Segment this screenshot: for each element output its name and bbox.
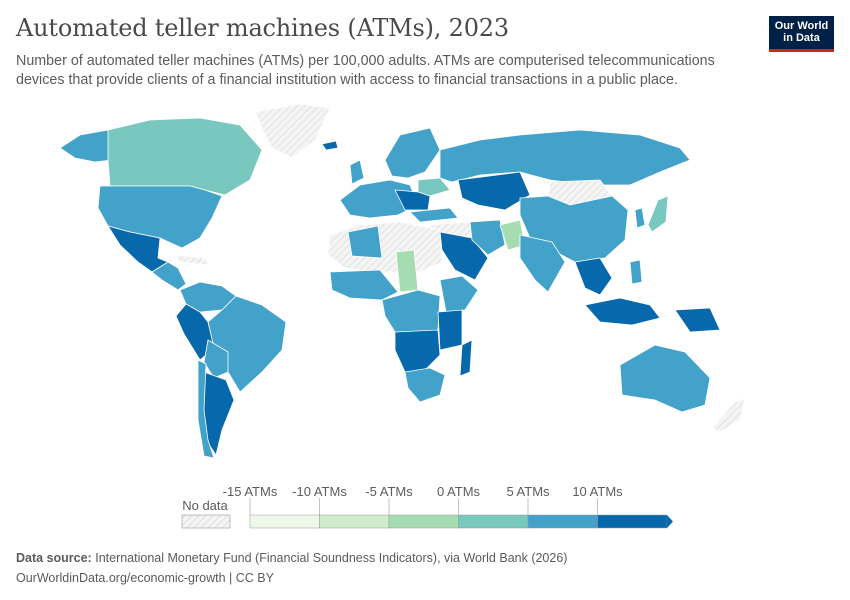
legend-tick-label: 10 ATMs [572, 484, 623, 499]
legend-tick-label: -10 ATMs [292, 484, 347, 499]
region-chile[interactable] [197, 359, 215, 459]
legend-no-data-label: No data [182, 498, 228, 513]
region-korea[interactable] [634, 207, 646, 229]
data-source-text: International Monetary Fund (Financial S… [95, 551, 568, 565]
region-central-america[interactable] [151, 261, 187, 291]
region-madagascar[interactable] [459, 339, 473, 377]
logo-line-2: in Data [783, 32, 820, 44]
region-southern-africa[interactable] [404, 367, 446, 403]
chart-subtitle: Number of automated teller machines (ATM… [16, 53, 715, 88]
region-caribbean [174, 254, 211, 266]
region-usa[interactable] [97, 185, 223, 249]
legend-bin[interactable] [458, 514, 529, 529]
region-iceland [321, 140, 339, 151]
chart-title: Automated teller machines (ATMs), 2023 [16, 14, 509, 42]
region-east-africa[interactable] [439, 275, 479, 313]
region-ukraine[interactable] [417, 177, 451, 197]
region-turkey[interactable] [409, 207, 459, 223]
region-alaska[interactable] [59, 129, 113, 163]
region-kazakhstan[interactable] [457, 171, 531, 211]
region-southeast-asia[interactable] [574, 257, 613, 296]
region-uk[interactable] [349, 159, 365, 185]
legend-bin[interactable] [319, 514, 390, 529]
region-russia[interactable] [439, 129, 691, 186]
region-north-africa [327, 221, 443, 273]
legend: No data -15 ATMs -10 ATMs -5 ATMs 0 ATMs 5 A… [181, 484, 673, 529]
region-india[interactable] [519, 234, 566, 293]
legend-tick-label: 5 ATMs [506, 484, 550, 499]
footer: Data source: International Monetary Fund… [16, 548, 567, 588]
region-bolivia-paraguay[interactable] [203, 339, 229, 379]
region-algeria[interactable] [347, 225, 383, 259]
region-philippines[interactable] [629, 259, 643, 285]
region-eastern-europe[interactable] [394, 189, 431, 211]
region-scandinavia[interactable] [384, 127, 441, 179]
legend-tick-label: -5 ATMs [365, 484, 413, 499]
region-canada[interactable] [107, 117, 263, 196]
region-west-africa[interactable] [329, 269, 399, 301]
region-papua[interactable] [674, 307, 721, 333]
footer-url[interactable]: OurWorldinData.org/economic-growth | CC … [16, 571, 274, 585]
logo-line-1: Our World [774, 20, 829, 32]
legend-tick-label: 0 ATMs [437, 484, 481, 499]
region-iran[interactable] [469, 219, 506, 256]
legend-bin[interactable] [388, 514, 459, 529]
legend-bin[interactable] [597, 514, 668, 529]
region-australia[interactable] [619, 344, 711, 413]
data-source-label: Data source: [16, 551, 92, 565]
region-new-zealand [711, 397, 746, 433]
legend-bin[interactable] [527, 514, 598, 529]
legend-tick-label: -15 ATMs [223, 484, 278, 499]
legend-no-data-swatch [181, 514, 231, 529]
owid-logo[interactable]: Our World in Data [769, 16, 834, 52]
region-chad[interactable] [395, 249, 419, 293]
data-source-line: Data source: International Monetary Fund… [16, 548, 567, 568]
region-angola-zambia[interactable] [394, 329, 441, 373]
region-greenland[interactable] [254, 103, 331, 159]
legend-arrow [667, 515, 673, 528]
legend-bin[interactable] [249, 514, 320, 529]
region-indonesia[interactable] [584, 297, 661, 326]
world-map[interactable] [0, 95, 850, 475]
region-japan[interactable] [647, 195, 669, 233]
region-tanzania[interactable] [437, 309, 463, 351]
